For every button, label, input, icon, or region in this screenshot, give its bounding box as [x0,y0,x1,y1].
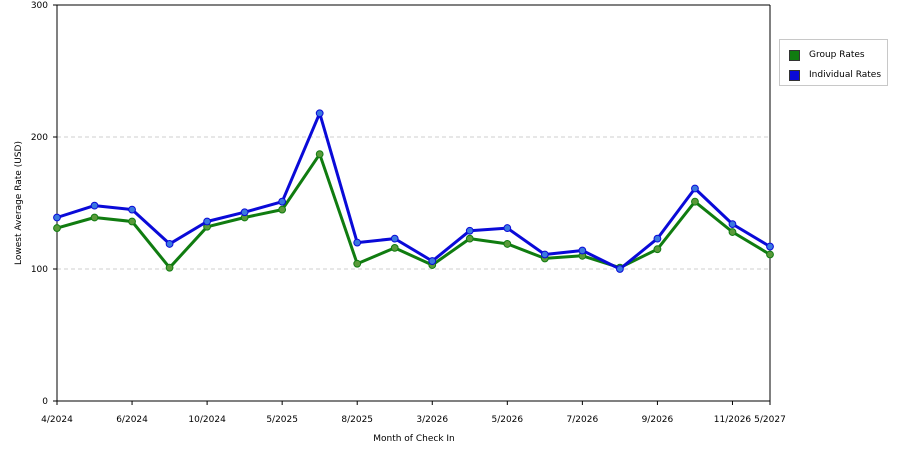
data-point [165,263,174,272]
data-point [390,243,399,252]
x-tick-label: 4/2024 [41,415,73,425]
series-line [56,152,771,270]
data-point [315,109,324,118]
data-point [766,250,774,259]
axes [56,4,771,402]
series-line [56,111,771,271]
data-point [90,201,99,210]
data-point [353,259,362,268]
data-point [615,265,624,273]
x-tick-label: 11/2026 [714,415,752,425]
y-ticks: 0 100 200 300 [31,1,57,407]
data-point [578,246,587,255]
x-tick-label: 5/2025 [266,415,298,425]
legend-item-individual-rates: Individual Rates [789,68,881,82]
y-tick-label: 0 [42,397,48,407]
data-point [540,250,549,259]
data-point [390,234,399,243]
x-tick-label: 5/2027 [754,415,786,425]
legend-label-group-rates: Group Rates [809,50,865,60]
legend-swatch-individual-rates [789,69,800,81]
data-point [465,226,474,235]
x-tick-label: 9/2026 [642,415,674,425]
data-point [728,228,737,236]
series-layer [53,109,774,273]
series-individual-rates [53,109,774,273]
legend-label-individual-rates: Individual Rates [809,70,882,80]
data-point [240,208,249,217]
data-point [503,224,512,232]
y-tick-label: 300 [31,1,48,11]
x-tick-label: 8/2025 [341,415,373,425]
x-tick-label: 6/2024 [116,415,148,425]
data-point [278,205,287,214]
data-point [428,257,437,265]
data-point [203,217,212,226]
x-axis-title: Month of Check In [373,434,455,444]
data-point [128,217,136,226]
series-group-rates [53,150,774,272]
x-tick-label: 10/2024 [188,415,226,425]
data-point [766,242,774,251]
data-point [278,197,287,206]
data-point [53,224,61,232]
data-point [165,240,174,248]
legend-swatch-group-rates [789,49,800,61]
x-tick-label: 5/2026 [491,415,523,425]
legend-item-group-rates: Group Rates [789,48,865,62]
data-point [691,197,699,206]
x-ticks: 4/2024 6/2024 10/2024 5/2025 8/2025 3/2026 5/2… [41,401,786,425]
data-point [728,220,737,229]
data-point [653,245,662,254]
data-point [53,213,61,222]
data-point [691,184,699,193]
y-tick-label: 200 [31,133,48,143]
y-tick-label: 100 [31,265,48,275]
data-point [90,213,99,222]
legend: Group Rates Individual Rates [779,39,888,86]
y-axis-title: Lowest Average Rate (USD) [14,141,24,265]
data-point [315,150,324,159]
x-tick-label: 3/2026 [416,415,448,425]
data-point [503,240,512,248]
data-point [465,234,474,243]
data-point [353,238,362,247]
data-point [128,205,136,214]
x-tick-label: 7/2026 [567,415,599,425]
data-point [653,234,662,243]
